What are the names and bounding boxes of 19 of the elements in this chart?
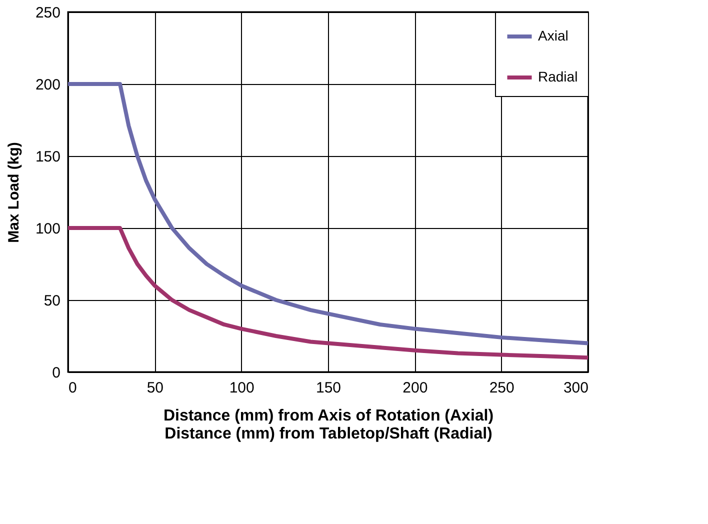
legend-label: Axial <box>538 28 568 44</box>
line-series <box>66 82 590 346</box>
x-tick-label: 0 <box>68 380 77 396</box>
y-tick-label: 150 <box>35 148 60 166</box>
y-tick-label: 250 <box>35 4 60 22</box>
y-tick-label: 50 <box>44 292 60 310</box>
y-tick-label: 200 <box>35 76 60 94</box>
x-tick-label: 200 <box>402 380 428 396</box>
legend-label: Radial <box>538 68 578 84</box>
x-tick-label: 250 <box>489 380 514 396</box>
line-series <box>66 226 590 360</box>
x-tick-label: 50 <box>146 380 164 396</box>
y-axis-title: Max Load (kg) <box>5 142 22 243</box>
y-tick-label: 100 <box>35 220 60 238</box>
x-tick-label: 100 <box>229 380 254 396</box>
y-tick-label: 0 <box>52 364 60 382</box>
x-axis-title: Distance (mm) from Axis of Rotation (Axial) Distance (mm) from Tabletop/Shaft (Radial) <box>163 408 494 442</box>
x-tick-label: 150 <box>316 380 342 396</box>
x-tick-label: 300 <box>563 380 588 396</box>
